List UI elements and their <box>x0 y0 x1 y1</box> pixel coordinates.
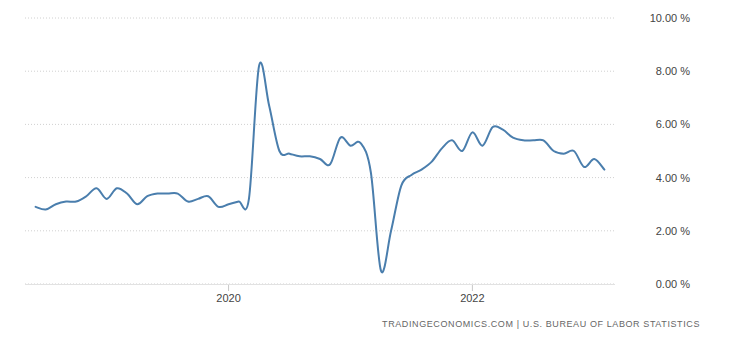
x-tick <box>228 285 229 291</box>
source: TRADINGECONOMICS.COM | U.S. BUREAU OF LA… <box>382 319 700 329</box>
series-line <box>36 62 605 272</box>
grid-line <box>25 230 615 231</box>
y-tick-label: 6.00 % <box>656 118 690 130</box>
x-axis-line <box>25 284 615 285</box>
x-tick-label: 2022 <box>460 292 484 304</box>
grid-line <box>25 18 615 19</box>
chart: 0.00 % 2.00 % 4.00 % 6.00 % 8.00 % 10.00 % 202… <box>0 0 730 340</box>
y-tick-label: 10.00 % <box>650 12 691 24</box>
x-tick-label: 2020 <box>216 292 240 304</box>
y-tick-label: 8.00 % <box>656 65 690 77</box>
grid-line <box>25 124 615 125</box>
x-tick <box>472 285 473 291</box>
grid-line <box>25 71 615 72</box>
grid-line <box>25 284 615 285</box>
y-tick-label: 4.00 % <box>656 172 690 184</box>
y-tick-label: 2.00 % <box>656 225 690 237</box>
grid-line <box>25 177 615 178</box>
plot-area <box>36 62 605 272</box>
y-tick-label: 0.00 % <box>656 278 690 290</box>
